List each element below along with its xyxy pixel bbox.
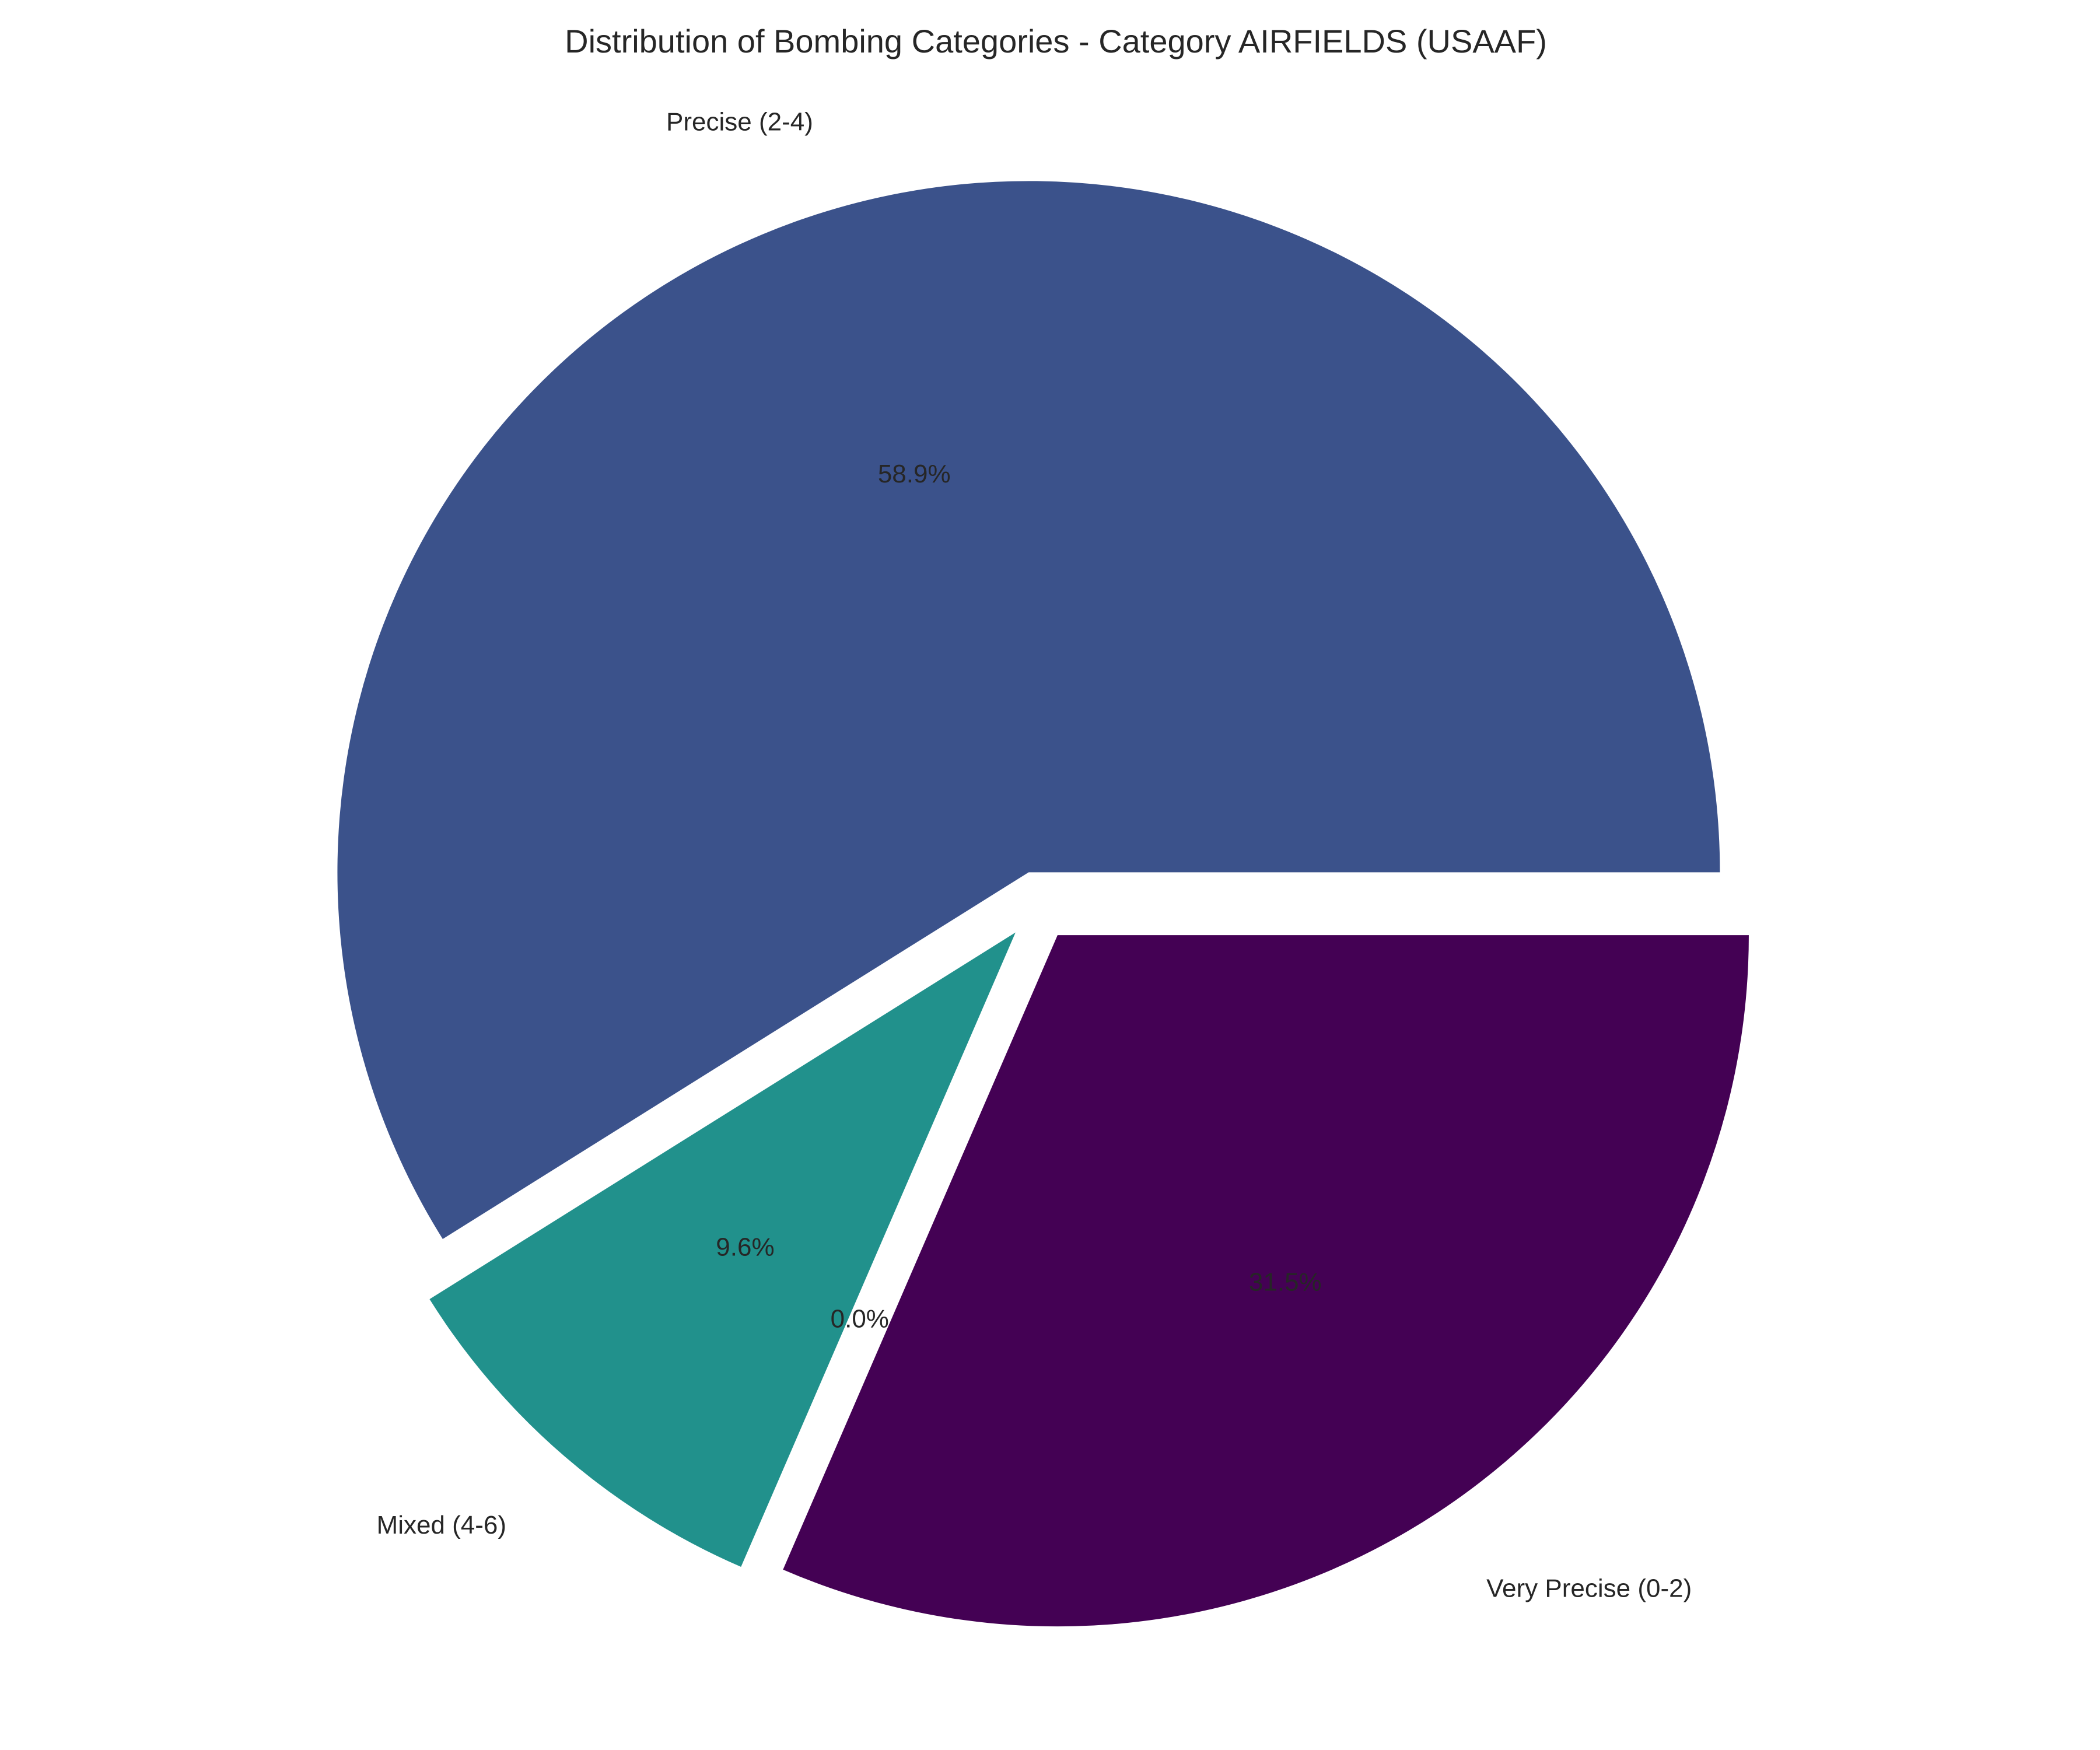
pct-label-other-6: 0.0% <box>831 1305 889 1334</box>
pie-slices <box>337 181 1748 1626</box>
pct-label-mixed-4-6: 9.6% <box>716 1233 774 1262</box>
pct-label-very-precise-0-2: 31.5% <box>1249 1268 1322 1296</box>
slice-label-very-precise-0-2: Very Precise (0-2) <box>1486 1574 1692 1602</box>
slice-label-precise-2-4: Precise (2-4) <box>666 107 813 136</box>
chart-title: Distribution of Bombing Categories - Cat… <box>565 23 1547 60</box>
slice-label-mixed-4-6: Mixed (4-6) <box>377 1511 507 1539</box>
pct-label-precise-2-4: 58.9% <box>878 460 951 488</box>
